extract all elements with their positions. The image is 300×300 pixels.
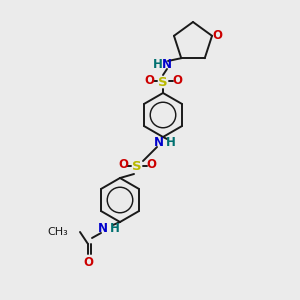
Text: N: N <box>162 58 172 71</box>
Text: N: N <box>98 223 108 236</box>
Text: N: N <box>154 136 164 149</box>
Text: O: O <box>146 158 156 172</box>
Text: S: S <box>132 160 142 173</box>
Text: O: O <box>83 256 93 268</box>
Text: CH₃: CH₃ <box>47 227 68 237</box>
Text: O: O <box>118 158 128 172</box>
Text: O: O <box>144 74 154 86</box>
Text: S: S <box>158 76 168 88</box>
Text: H: H <box>153 58 163 71</box>
Text: H: H <box>110 223 120 236</box>
Text: O: O <box>212 29 222 42</box>
Text: O: O <box>172 74 182 86</box>
Text: H: H <box>166 136 176 149</box>
